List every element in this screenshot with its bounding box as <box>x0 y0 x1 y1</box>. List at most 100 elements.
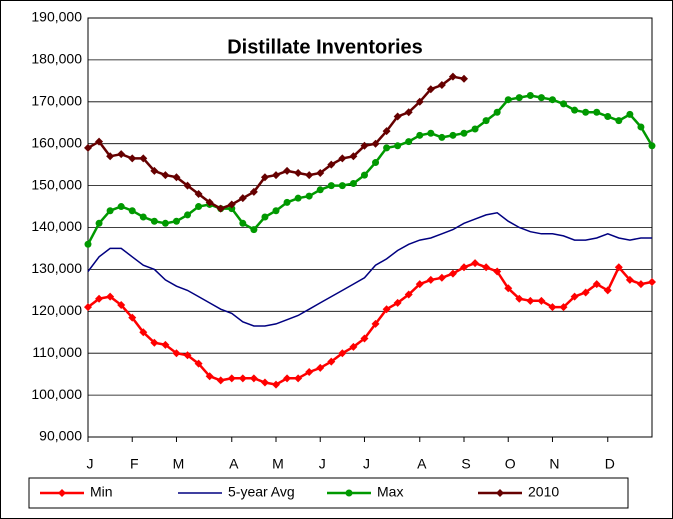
point <box>272 207 280 215</box>
point <box>614 263 623 272</box>
point <box>648 277 656 286</box>
point <box>393 298 402 307</box>
legend-marker <box>58 489 66 497</box>
point <box>239 219 247 227</box>
point <box>117 150 126 159</box>
point <box>294 194 302 202</box>
point <box>272 380 280 389</box>
y-tick-label: 90,000 <box>39 428 82 444</box>
point <box>316 363 325 372</box>
point <box>603 286 612 295</box>
point <box>615 117 623 125</box>
point <box>504 96 512 104</box>
series-line <box>87 212 652 327</box>
point <box>128 313 137 322</box>
point <box>95 137 104 146</box>
point <box>581 288 590 297</box>
point <box>327 182 335 190</box>
point <box>183 181 192 190</box>
point <box>327 357 336 366</box>
point <box>415 97 424 106</box>
point <box>305 368 314 377</box>
point <box>437 81 446 90</box>
x-tick-label: J <box>87 456 94 472</box>
point <box>84 143 92 152</box>
point <box>360 141 369 150</box>
point <box>460 263 468 272</box>
point <box>228 205 236 213</box>
point <box>372 159 380 167</box>
point <box>449 131 457 139</box>
y-tick-label: 190,000 <box>31 9 82 25</box>
point <box>194 189 203 198</box>
x-tick-label: M <box>272 456 284 472</box>
point <box>283 166 292 175</box>
x-tick-label: A <box>417 456 427 472</box>
point <box>150 338 159 347</box>
point <box>537 94 545 102</box>
x-tick-label: S <box>461 456 470 472</box>
point <box>415 280 424 289</box>
point <box>194 359 203 368</box>
point <box>471 125 479 133</box>
point <box>150 166 159 175</box>
x-tick-label: J <box>363 456 370 472</box>
point <box>183 351 192 360</box>
point <box>128 207 136 215</box>
point <box>548 303 557 312</box>
point <box>172 349 181 358</box>
point <box>283 374 292 383</box>
point <box>636 280 645 289</box>
legend-marker <box>345 489 353 497</box>
point <box>161 340 170 349</box>
point <box>460 129 468 137</box>
point <box>249 187 258 196</box>
point <box>437 273 446 282</box>
point <box>360 334 369 343</box>
point <box>227 374 236 383</box>
y-tick-label: 130,000 <box>31 260 82 276</box>
point <box>404 290 413 299</box>
point <box>316 169 325 178</box>
point <box>117 301 126 310</box>
point <box>195 203 203 211</box>
series-line <box>87 261 653 386</box>
point <box>139 213 147 221</box>
point <box>172 217 180 225</box>
x-tick-label: N <box>549 456 559 472</box>
point <box>625 275 634 284</box>
point <box>283 198 291 206</box>
point <box>592 280 601 289</box>
point <box>250 226 258 234</box>
point <box>260 173 269 182</box>
point <box>448 269 457 278</box>
point <box>371 319 380 328</box>
point <box>216 204 225 213</box>
point <box>349 180 357 188</box>
x-tick-label: J <box>319 456 326 472</box>
point <box>526 92 534 100</box>
point <box>128 154 137 163</box>
point <box>338 154 347 163</box>
y-tick-label: 160,000 <box>31 134 82 150</box>
point <box>184 211 192 219</box>
legend-label: Min <box>90 484 113 500</box>
point <box>305 192 313 200</box>
point <box>448 72 457 81</box>
point <box>238 194 247 203</box>
point <box>382 305 391 314</box>
point <box>294 374 303 383</box>
point <box>515 294 524 303</box>
point <box>537 296 546 305</box>
point <box>427 129 435 137</box>
point <box>493 267 502 276</box>
point <box>316 186 324 194</box>
x-tick-label: A <box>229 456 239 472</box>
point <box>205 198 214 207</box>
point <box>205 372 214 381</box>
point <box>393 112 402 121</box>
point <box>294 169 303 178</box>
point <box>438 133 446 141</box>
